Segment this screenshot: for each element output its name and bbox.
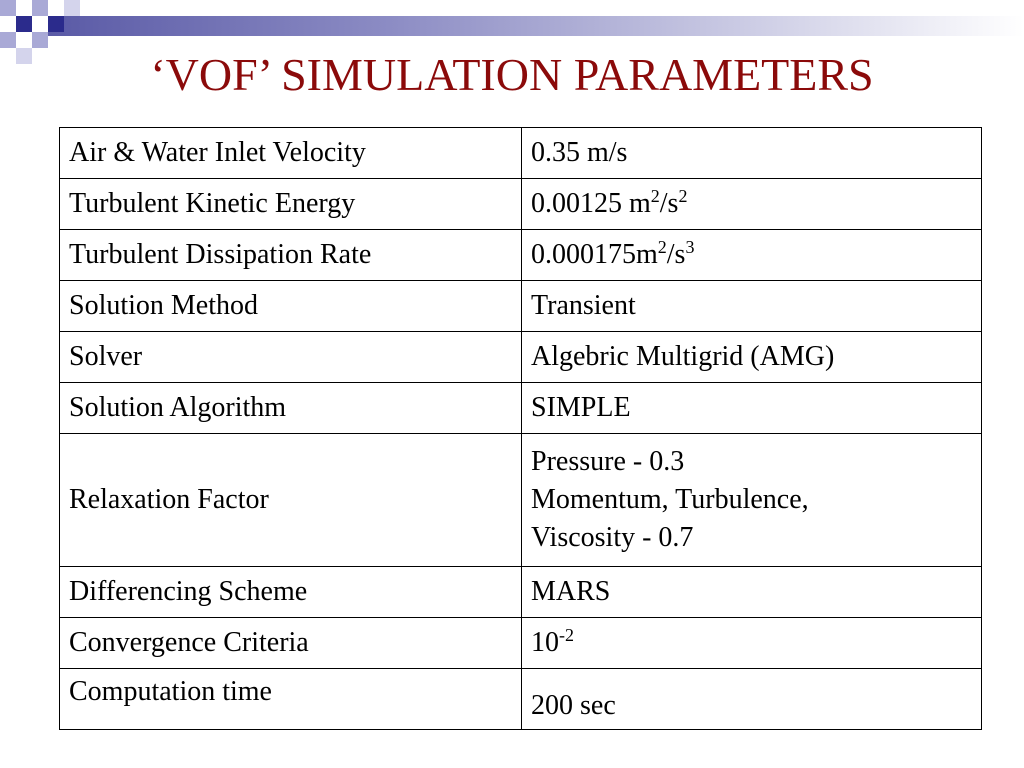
decor-square-6 (32, 32, 48, 48)
row-label: Turbulent Dissipation Rate (59, 229, 522, 281)
row-value: Transient (521, 280, 982, 332)
row-label: Convergence Criteria (59, 617, 522, 669)
row-label: Solution Algorithm (59, 382, 522, 434)
row-value: Pressure - 0.3 Momentum, Turbulence, Vis… (521, 433, 982, 567)
decor-square-5 (0, 32, 16, 48)
row-value: 200 sec (521, 668, 982, 730)
parameters-table: Air & Water Inlet Velocity 0.35 m/s Turb… (59, 127, 982, 730)
table-row: Turbulent Dissipation Rate 0.000175m2/s3 (59, 229, 982, 281)
row-label: Relaxation Factor (59, 433, 522, 567)
value-line: Momentum, Turbulence, (531, 484, 809, 515)
row-label: Solution Method (59, 280, 522, 332)
value-line: Viscosity - 0.7 (531, 522, 694, 553)
value-line: Pressure - 0.3 (531, 446, 685, 477)
decor-square-2 (16, 16, 32, 32)
row-value: SIMPLE (521, 382, 982, 434)
decor-square-7 (64, 0, 80, 16)
table-row: Relaxation Factor Pressure - 0.3 Momentu… (59, 433, 982, 567)
row-value: 0.00125 m2/s2 (521, 178, 982, 230)
table-row: Solution Algorithm SIMPLE (59, 382, 982, 434)
table-row: Computation time 200 sec (59, 668, 982, 730)
decor-square-8 (48, 16, 64, 32)
row-value: Algebric Multigrid (AMG) (521, 331, 982, 383)
decor-square-4 (48, 0, 64, 16)
table-row: Convergence Criteria 10-2 (59, 617, 982, 669)
table-row: Turbulent Kinetic Energy 0.00125 m2/s2 (59, 178, 982, 230)
table-row: Air & Water Inlet Velocity 0.35 m/s (59, 127, 982, 179)
header-gradient-bar (48, 16, 1024, 36)
row-label: Turbulent Kinetic Energy (59, 178, 522, 230)
table-row: Solution Method Transient (59, 280, 982, 332)
decor-square-3 (32, 0, 48, 16)
row-label: Differencing Scheme (59, 566, 522, 618)
table-row: Solver Algebric Multigrid (AMG) (59, 331, 982, 383)
decor-square-9 (16, 48, 32, 64)
decor-square-1 (0, 0, 16, 16)
slide-title: ‘VOF’ SIMULATION PARAMETERS (150, 49, 874, 100)
row-value: 0.35 m/s (521, 127, 982, 179)
row-label: Air & Water Inlet Velocity (59, 127, 522, 179)
table-row: Differencing Scheme MARS (59, 566, 982, 618)
row-label: Computation time (59, 668, 522, 730)
row-value: 0.000175m2/s3 (521, 229, 982, 281)
row-label: Solver (59, 331, 522, 383)
row-value: 10-2 (521, 617, 982, 669)
row-value: MARS (521, 566, 982, 618)
